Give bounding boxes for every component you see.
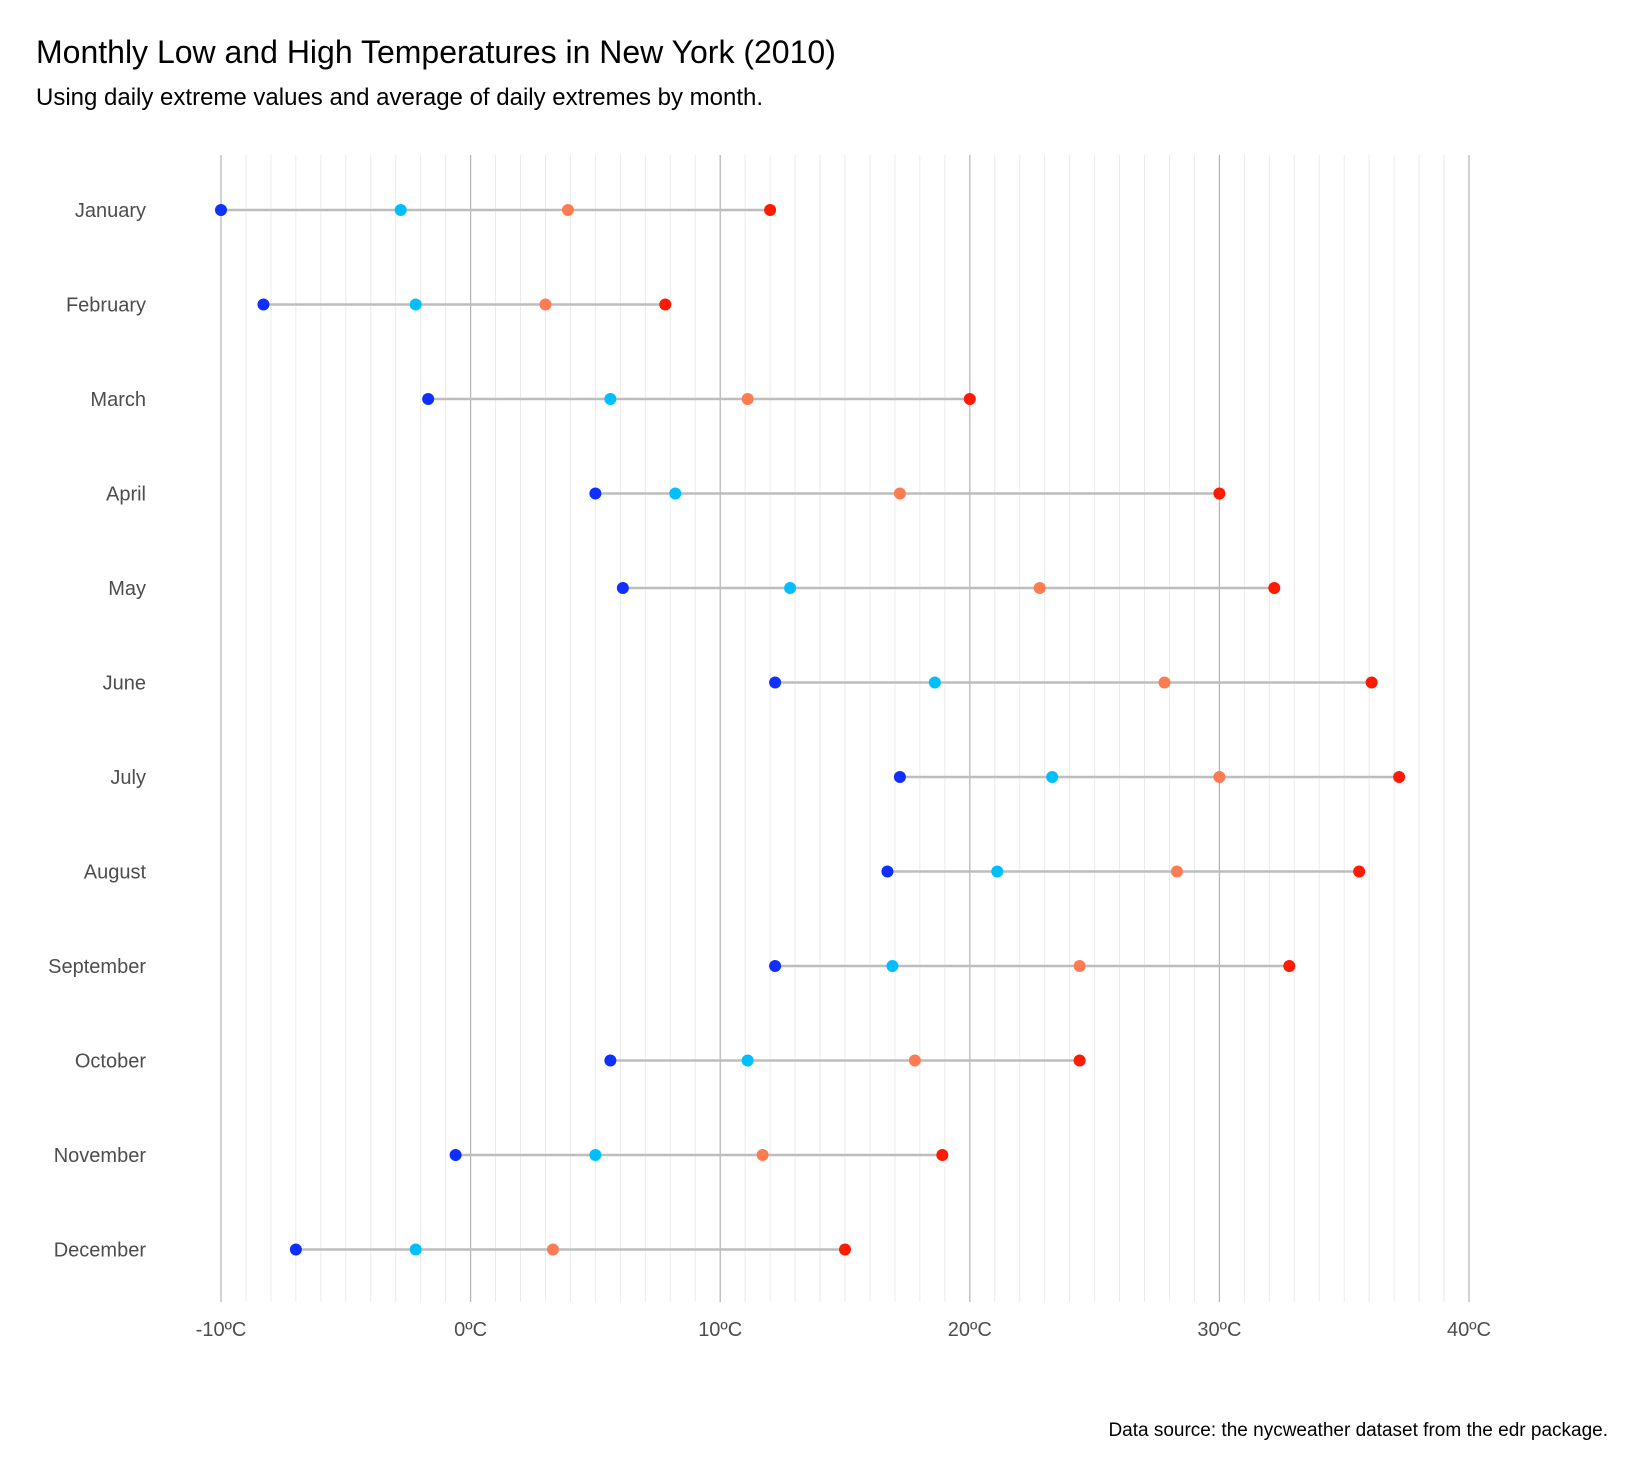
min-low-point — [769, 676, 782, 689]
avg-low-point — [741, 1054, 754, 1067]
x-tick-label: 0ºC — [454, 1319, 487, 1341]
max-high-point — [839, 1243, 851, 1256]
avg-low-point — [928, 676, 941, 689]
min-low-point — [422, 393, 435, 405]
data-points — [215, 204, 1406, 1256]
major-gridlines — [220, 155, 1470, 1302]
minor-gridlines — [245, 155, 1445, 1302]
y-tick-label: February — [66, 295, 146, 317]
avg-high-point — [539, 298, 552, 311]
min-low-point — [769, 960, 782, 972]
y-tick-label: December — [54, 1240, 147, 1262]
range-segments — [221, 208, 1400, 1251]
avg-high-point — [741, 393, 754, 405]
min-low-point — [604, 1054, 617, 1067]
max-high-point — [1393, 771, 1406, 783]
y-tick-label: September — [48, 956, 146, 978]
avg-high-point — [1213, 771, 1226, 783]
avg-low-point — [886, 960, 899, 972]
avg-low-point — [589, 1149, 602, 1161]
chart-title: Monthly Low and High Temperatures in New… — [36, 34, 836, 70]
max-high-point — [1283, 960, 1296, 972]
y-tick-label: November — [54, 1145, 147, 1167]
min-low-point — [289, 1243, 302, 1256]
max-high-point — [1073, 1054, 1086, 1067]
min-low-point — [881, 865, 894, 878]
avg-low-point — [409, 298, 422, 311]
avg-high-point — [1073, 960, 1086, 972]
y-tick-label: January — [75, 200, 146, 222]
x-tick-label: 30ºC — [1197, 1319, 1241, 1341]
y-tick-label: May — [108, 578, 146, 600]
avg-high-point — [1170, 865, 1183, 878]
y-tick-label: July — [110, 767, 146, 789]
min-low-point — [215, 204, 227, 216]
max-high-point — [963, 393, 976, 405]
max-high-point — [936, 1149, 949, 1161]
x-axis: -10ºC 0ºC 10ºC 20ºC 30ºC 40ºC — [196, 1319, 1491, 1341]
max-high-point — [1268, 582, 1281, 594]
avg-low-point — [991, 865, 1004, 878]
x-tick-label: 40ºC — [1447, 1319, 1491, 1341]
max-high-point — [764, 204, 777, 216]
y-tick-label: June — [103, 673, 146, 695]
x-tick-label: 20ºC — [948, 1319, 992, 1341]
x-tick-label: 10ºC — [698, 1319, 742, 1341]
avg-low-point — [1046, 771, 1059, 783]
chart-subtitle: Using daily extreme values and average o… — [36, 84, 764, 111]
min-low-point — [589, 487, 602, 500]
avg-high-point — [756, 1149, 769, 1161]
y-tick-label: March — [90, 389, 146, 411]
min-low-point — [449, 1149, 462, 1161]
avg-low-point — [409, 1243, 422, 1256]
avg-low-point — [669, 487, 682, 500]
max-high-point — [1213, 487, 1226, 500]
y-tick-label: August — [84, 862, 147, 884]
max-high-point — [659, 298, 672, 311]
chart-caption: Data source: the nycweather dataset from… — [1108, 1420, 1608, 1441]
avg-high-point — [908, 1054, 921, 1067]
y-tick-label: October — [75, 1051, 146, 1073]
avg-high-point — [1033, 582, 1046, 594]
avg-low-point — [604, 393, 617, 405]
avg-high-point — [893, 487, 906, 500]
y-axis: January February March April May June July Augu… — [48, 200, 146, 1262]
y-tick-label: April — [106, 484, 146, 506]
avg-high-point — [561, 204, 574, 216]
avg-high-point — [1158, 676, 1171, 689]
min-low-point — [616, 582, 629, 594]
avg-high-point — [546, 1243, 559, 1256]
max-high-point — [1365, 676, 1378, 689]
avg-low-point — [784, 582, 797, 594]
x-tick-label: -10ºC — [196, 1319, 247, 1341]
max-high-point — [1353, 865, 1366, 878]
min-low-point — [257, 298, 270, 311]
min-low-point — [893, 771, 906, 783]
avg-low-point — [394, 204, 407, 216]
